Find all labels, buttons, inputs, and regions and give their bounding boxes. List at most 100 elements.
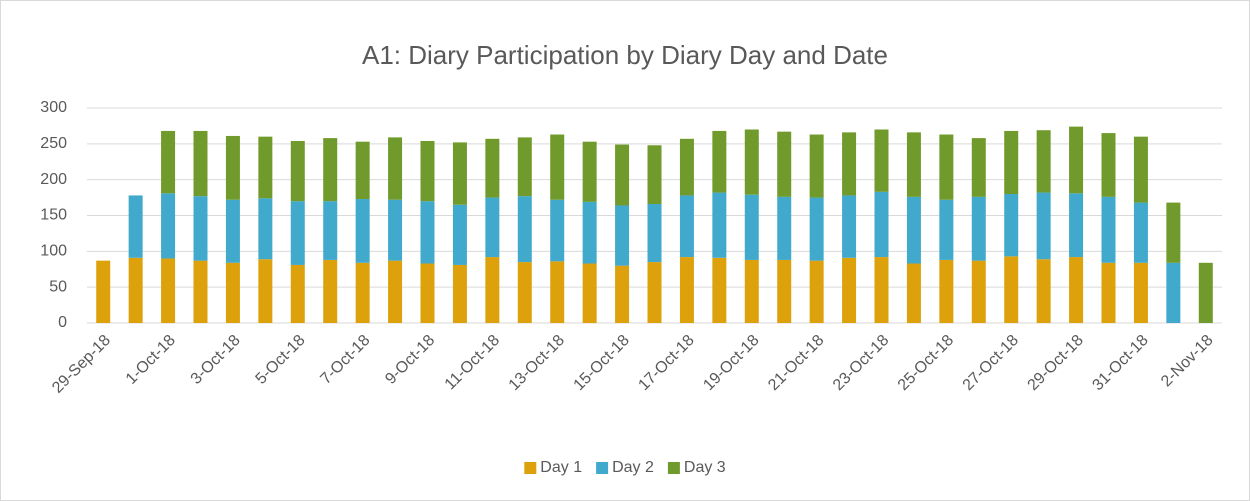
legend-label: Day 2 [612,459,654,476]
y-tick-label: 100 [40,243,67,260]
bar-segment [517,196,532,263]
y-tick-label: 0 [58,314,67,331]
bar-segment [582,141,597,202]
bar-segment [1069,126,1084,194]
legend-swatch [667,462,680,474]
bar-segment [1036,192,1051,260]
bar-segment [971,138,986,197]
bar-segment [388,137,403,200]
bar-segment [1133,136,1148,203]
bar-segment [1069,193,1084,258]
bar-segment [452,142,467,205]
bar-segment [420,263,435,323]
bar-segment [1069,257,1084,323]
legend: Day 1 Day 2 Day 3 [524,459,726,476]
bar-segment [679,138,694,196]
bar-segment [615,205,630,266]
bar-segment [323,201,338,260]
bar-segment [420,140,435,202]
y-tick-label: 250 [40,135,67,152]
bar-segment [906,196,921,264]
bar-segment [517,137,532,197]
bar-segment [1101,262,1116,323]
bar-segment [712,192,727,258]
bar-segment [582,263,597,323]
bar-segment [615,265,630,323]
bar-segment [290,201,305,265]
bar-segment [777,131,792,197]
bar-segment [193,260,208,323]
bar-segment [809,197,824,261]
legend-swatch [524,462,537,474]
bar-segment [679,257,694,323]
bar-segment [161,130,176,194]
bar-segment [679,195,694,258]
bar-segment [193,130,208,197]
bar-segment [744,129,759,195]
bar-segment [809,134,824,198]
bar-segment [744,194,759,260]
bar-segment [517,262,532,323]
bar-segment [161,258,176,323]
bar-segment [258,259,273,323]
bar-segment [582,201,597,264]
bar-segment [485,138,500,198]
bar-segment [1036,130,1051,193]
bar-segment [615,144,630,206]
bar-segment [128,257,143,323]
bar-segment [971,196,986,261]
bar-segment [1004,130,1019,194]
bar-segment [874,257,889,323]
legend-swatch [596,462,609,474]
bar-segment [712,257,727,323]
bar-segment [225,199,240,263]
bar-segment [939,199,954,260]
bar-segment [1133,202,1148,263]
bar-segment [1101,133,1116,197]
bar-segment [96,260,111,323]
bar-segment [225,262,240,323]
bar-segment [842,132,857,196]
bar-segment [842,257,857,323]
bar-segment [1004,194,1019,257]
bar-segment [906,132,921,197]
bar-segment [323,138,338,202]
bar-segment [842,195,857,258]
y-tick-label: 200 [40,171,67,188]
bar-segment [777,196,792,260]
bar-segment [323,259,338,323]
bar-segment [161,193,176,259]
bar-segment [485,197,500,258]
bar-segment [1101,196,1116,263]
bar-segment [647,262,662,323]
bar-segment [939,259,954,323]
bar-segment [1036,259,1051,323]
bar-segment [906,263,921,323]
bar-segment [388,199,403,261]
y-tick-label: 150 [40,207,67,224]
bar-segment [388,260,403,323]
bar-segment [744,259,759,323]
bar-segment [1166,262,1181,323]
legend-label: Day 1 [540,459,582,476]
bar-segment [290,140,305,202]
bar-segment [1198,262,1213,323]
bar-segment [1004,256,1019,323]
bar-segment [193,196,208,261]
bar-segment [225,135,240,200]
bar-segment [550,261,565,323]
bar-segment [971,260,986,323]
bar-segment [258,136,273,199]
bar-segment [355,141,370,200]
bar-segment [452,204,467,265]
bar-segment [550,134,565,200]
bar-segment [355,262,370,323]
bar-segment [485,257,500,323]
bar-segment [290,264,305,323]
bar-segment [939,134,954,200]
bar-segment [712,130,727,193]
bar-segment [1133,262,1148,323]
bar-segment [647,145,662,205]
bar-segment [258,198,273,260]
